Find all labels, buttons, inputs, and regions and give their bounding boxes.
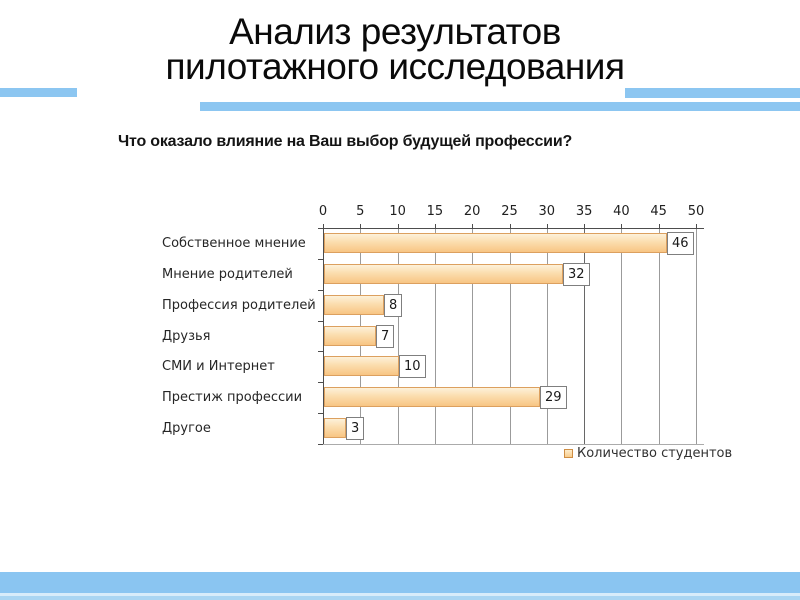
category-axis-tick-mark [318,289,323,291]
category-label: Профессия родителей [162,297,316,313]
value-axis-tick-mark [472,224,474,233]
grid-line [397,229,399,444]
slide-title-line1: Анализ результатов [229,11,561,52]
category-label: Собственное мнение [162,236,306,251]
category-axis-tick-mark [318,258,323,260]
category-axis-tick-mark [318,351,323,353]
bar [324,356,399,377]
bar-value-label: 8 [384,293,403,317]
category-axis-tick-mark [318,382,323,384]
value-axis-tick-label: 50 [687,204,705,219]
value-axis-tick-mark [434,224,436,233]
bar-value-label: 29 [540,386,567,410]
bar [324,263,563,284]
value-axis-tick-mark [696,224,697,233]
value-axis-tick-label: 40 [613,204,630,219]
category-axis-tick-mark [318,413,323,415]
footer-band-highlight [0,593,800,596]
bar [324,325,376,346]
value-axis-tick-mark [584,224,586,233]
category-label: СМИ и Интернет [162,359,275,375]
bar-value-label: 46 [667,231,694,255]
decor-bar-left [0,88,77,97]
bar-value-label: 10 [399,355,426,379]
value-axis-tick-label: 5 [356,204,365,219]
value-axis-tick-mark [621,224,623,233]
value-axis-tick-label: 25 [501,204,518,219]
value-axis-tick-mark [509,224,511,233]
grid-line [509,229,511,444]
value-axis-tick-label: 20 [463,204,481,219]
value-axis-tick-label: 30 [538,204,556,219]
category-label: Другое [162,421,211,437]
slide-title-line2: пилотажного исследования [165,46,625,87]
grid-line [658,229,660,444]
value-axis-tick-label: 0 [318,204,328,219]
bar [324,233,667,253]
value-axis-tick-label: 45 [650,204,667,219]
value-axis-tick-label: 10 [389,204,406,219]
bar [324,294,384,315]
category-axis-tick-mark [318,320,323,322]
grid-line [621,229,623,444]
value-axis-tick-mark [397,224,399,233]
grid-line [584,229,586,444]
footer-band [0,572,800,593]
survey-question: Что оказало влияние на Ваш выбор будущей… [118,133,573,150]
legend-swatch-icon [564,448,573,458]
value-axis-tick-label: 15 [426,204,444,219]
decor-bar-right [625,88,800,98]
value-axis-tick-labels: 0 5 10 15 20 25 30 35 40 45 50 [319,204,704,221]
decor-bar-underline [200,102,800,111]
value-axis-tick-mark [658,224,660,233]
chart-legend: Количество студентов [564,445,732,461]
category-label: Друзья [162,328,211,344]
bar [324,387,540,408]
grid-line [434,229,436,444]
slide-title: Анализ результатов пилотажного исследова… [0,11,790,87]
value-axis-tick-label: 35 [575,204,593,219]
category-axis-tick-mark [318,228,323,229]
footer-band-edge [0,596,800,600]
category-label: Мнение родителей [162,266,293,282]
category-axis-tick-mark [318,444,323,445]
bar-value-label: 7 [376,324,395,348]
bar-chart-plot-area: 46 32 8 7 10 29 3 [323,228,703,444]
bar-value-label: 3 [346,417,365,441]
value-axis-tick-mark [546,224,548,233]
grid-line [472,229,474,444]
value-axis-tick-mark [360,224,362,233]
bar-value-label: 32 [563,262,590,286]
plot-bottom-border [323,444,704,445]
category-label: Престиж профессии [162,390,303,406]
category-axis-line [318,228,324,445]
grid-line [696,229,697,444]
grid-line [546,229,548,444]
bar [324,418,346,439]
legend-label: Количество студентов [577,445,733,461]
